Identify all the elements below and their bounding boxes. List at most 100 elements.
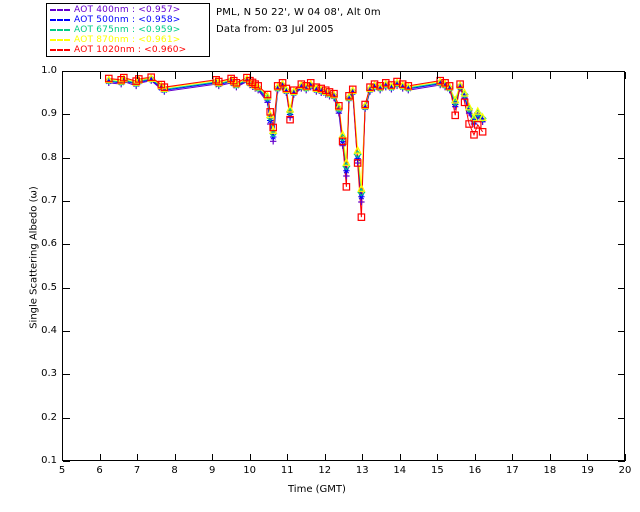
x-axis-tick bbox=[399, 454, 401, 461]
x-axis-tick bbox=[437, 454, 439, 461]
data-point-square bbox=[465, 120, 473, 128]
y-axis-tick-label: 1.0 bbox=[41, 65, 57, 76]
data-point-asterisk bbox=[354, 155, 361, 162]
x-axis-tick-label: 8 bbox=[171, 465, 178, 476]
x-axis-tick bbox=[362, 454, 364, 461]
y-axis-tick bbox=[618, 417, 625, 419]
data-point-triangle bbox=[263, 91, 272, 100]
legend-item: AOT 400nm : <0.957> bbox=[49, 5, 209, 15]
y-axis-tick bbox=[618, 331, 625, 332]
y-axis-tick bbox=[63, 201, 70, 202]
x-axis-tick bbox=[62, 454, 63, 461]
data-point-square bbox=[460, 98, 469, 107]
data-point-square bbox=[214, 77, 223, 86]
data-point-square bbox=[478, 127, 487, 136]
data-point-square bbox=[338, 137, 347, 146]
x-axis-tick bbox=[625, 454, 626, 461]
data-point-triangle bbox=[460, 88, 469, 97]
x-axis-tick-label: 18 bbox=[543, 465, 557, 476]
data-point-triangle bbox=[451, 95, 460, 104]
data-point-triangle bbox=[381, 79, 390, 88]
x-axis-tick bbox=[249, 454, 251, 461]
data-point-triangle bbox=[357, 183, 366, 192]
data-point-square bbox=[456, 80, 464, 88]
x-axis-tick bbox=[174, 454, 176, 461]
series-markers-aot-500nm bbox=[105, 76, 486, 200]
data-point-triangle bbox=[375, 82, 385, 91]
series-markers-aot-1020nm bbox=[104, 73, 487, 221]
data-point-square bbox=[312, 83, 321, 91]
x-axis-tick bbox=[324, 72, 326, 79]
x-axis-tick bbox=[137, 72, 139, 79]
legend-item-label: AOT 675nm : <0.959> bbox=[74, 25, 181, 35]
data-point-triangle bbox=[289, 86, 299, 95]
x-axis-tick bbox=[549, 454, 551, 461]
x-axis-tick bbox=[174, 72, 176, 79]
data-point-square bbox=[404, 82, 413, 90]
data-point-triangle bbox=[360, 100, 370, 110]
data-point-square bbox=[348, 85, 357, 94]
y-axis-tick bbox=[63, 157, 70, 159]
legend-line-swatch bbox=[50, 19, 70, 21]
data-point-triangle bbox=[334, 102, 344, 111]
x-axis-tick-label: 15 bbox=[430, 465, 444, 476]
series-line-aot-1020nm bbox=[108, 76, 484, 218]
data-point-triangle bbox=[344, 92, 354, 101]
legend-item: AOT 870nm : <0.961> bbox=[49, 35, 209, 45]
legend-line-swatch bbox=[50, 39, 70, 41]
data-point-triangle bbox=[104, 74, 113, 84]
y-axis-tick-label: 0.6 bbox=[41, 238, 57, 250]
x-axis-tick-label: 6 bbox=[96, 465, 103, 476]
legend: AOT 400nm : <0.957> AOT 500nm : <0.958> … bbox=[46, 3, 210, 57]
x-axis-tick-label: 7 bbox=[133, 465, 141, 476]
y-axis-tick bbox=[618, 244, 625, 246]
y-axis-tick bbox=[63, 287, 70, 289]
data-point-square bbox=[330, 89, 338, 98]
y-axis-tick-label: 0.9 bbox=[41, 108, 57, 120]
data-point-square bbox=[398, 80, 407, 88]
data-point-square bbox=[357, 213, 366, 221]
x-axis-tick bbox=[137, 454, 139, 461]
x-axis-tick-label: 13 bbox=[355, 465, 369, 476]
y-axis-tick-label: 0.7 bbox=[41, 195, 57, 206]
data-point-triangle bbox=[473, 106, 482, 115]
series-line-aot-400nm bbox=[108, 80, 483, 203]
y-axis-tick-label: 0.5 bbox=[41, 281, 57, 293]
x-axis-tick bbox=[512, 454, 514, 461]
data-point-square bbox=[254, 82, 262, 90]
x-axis-tick-label: 17 bbox=[506, 465, 519, 476]
legend-line-swatch bbox=[50, 9, 70, 11]
series-line-aot-675nm bbox=[108, 78, 483, 193]
data-point-asterisk bbox=[358, 193, 365, 200]
data-point-asterisk bbox=[335, 107, 343, 115]
y-axis-tick-label: 0.4 bbox=[41, 325, 57, 336]
data-point-square bbox=[266, 108, 274, 116]
data-point-triangle bbox=[342, 157, 351, 166]
y-axis-tick bbox=[63, 461, 70, 462]
station-info-line: PML, N 50 22', W 04 08', Alt 0m bbox=[216, 7, 381, 18]
x-axis-tick bbox=[62, 72, 63, 79]
x-axis-title: Time (GMT) bbox=[288, 484, 346, 495]
x-axis-tick-label: 12 bbox=[318, 465, 332, 476]
data-point-square bbox=[473, 121, 482, 129]
x-axis-tick-label: 16 bbox=[468, 465, 482, 476]
y-axis-tick bbox=[63, 114, 70, 116]
x-axis-tick bbox=[587, 454, 589, 461]
data-point-triangle bbox=[455, 80, 465, 89]
y-axis-tick bbox=[618, 71, 625, 72]
data-point-triangle bbox=[353, 145, 362, 154]
data-point-triangle bbox=[285, 104, 295, 113]
data-point-square bbox=[269, 123, 277, 132]
data-point-triangle bbox=[478, 112, 487, 121]
series-line-aot-500nm bbox=[108, 79, 483, 197]
data-point-square bbox=[290, 86, 298, 95]
data-point-triangle bbox=[398, 80, 407, 89]
y-axis-tick bbox=[63, 244, 70, 246]
data-point-square bbox=[370, 80, 379, 88]
data-point-asterisk bbox=[465, 107, 473, 115]
data-point-triangle bbox=[254, 82, 263, 91]
scatter-plot-canvas bbox=[104, 73, 487, 221]
x-axis-tick bbox=[99, 72, 101, 79]
x-axis-tick-label: 20 bbox=[618, 465, 632, 476]
x-axis-tick bbox=[474, 454, 476, 461]
